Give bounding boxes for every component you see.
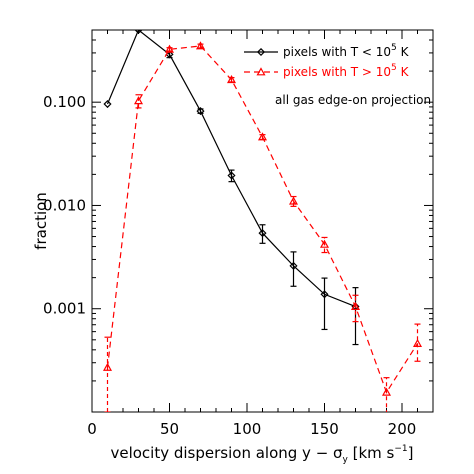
cold-gas-legend-label: pixels with T < 105 K: [283, 43, 410, 59]
cold-gas-data-point: [320, 290, 329, 299]
hot-gas-data-point: [288, 196, 299, 205]
hot-gas-data-point: [226, 74, 237, 84]
y-tick-label: 0.100: [43, 93, 86, 111]
y-axis-label: fraction: [32, 192, 50, 250]
hot-gas-data-point: [350, 301, 361, 310]
hot-gas-data-point: [195, 41, 206, 50]
plot-area: [102, 30, 423, 412]
cold-gas-data-point: [289, 261, 298, 270]
cold-gas-legend-marker: [256, 47, 266, 57]
x-tick-label: 50: [160, 420, 179, 438]
x-tick-label: 100: [233, 420, 262, 438]
axis-ticks: [91, 29, 434, 413]
axis-tick-labels: 0 50 100 150 200 0.001 0.010 0.100: [43, 93, 416, 438]
x-axis-label-unit-exp: −1: [394, 444, 407, 454]
x-axis-label-subscript: y: [343, 455, 349, 465]
hot-gas-data-point: [102, 362, 113, 371]
x-axis-label-unit-close: ]: [408, 444, 414, 462]
x-tick-label: 0: [87, 420, 97, 438]
hot-gas-data-point: [133, 96, 144, 105]
x-tick-label: 150: [310, 420, 339, 438]
hot-gas-data-point: [164, 44, 175, 53]
annotation-text: all gas edge-on projection: [275, 93, 431, 107]
x-axis-label-main: velocity dispersion along y − σ: [110, 444, 343, 462]
cold-gas-data-point: [196, 107, 205, 116]
x-tick-label: 200: [388, 420, 417, 438]
hot-gas-data-point: [381, 387, 392, 396]
x-axis-label-unit-open: [km s: [348, 444, 395, 462]
x-axis-label: velocity dispersion along y − σy [km s−1…: [110, 444, 413, 465]
plot-frame: [91, 29, 434, 413]
hot-gas-data-point: [257, 132, 268, 141]
hot-gas-legend-marker: [256, 67, 266, 76]
legend: pixels with T < 105 K pixels with T > 105…: [244, 43, 410, 79]
hot-gas-data-point: [319, 239, 330, 248]
hot-gas-legend-label: pixels with T > 105 K: [283, 63, 410, 79]
y-tick-label: 0.010: [43, 196, 86, 214]
y-tick-label: 0.001: [43, 300, 86, 318]
cold-gas-data-point: [134, 30, 143, 35]
cold-gas-data-point: [227, 171, 236, 180]
cold-gas-data-point: [258, 229, 267, 238]
hot-gas-data-point: [412, 338, 423, 347]
cold-gas-data-point: [103, 99, 112, 109]
